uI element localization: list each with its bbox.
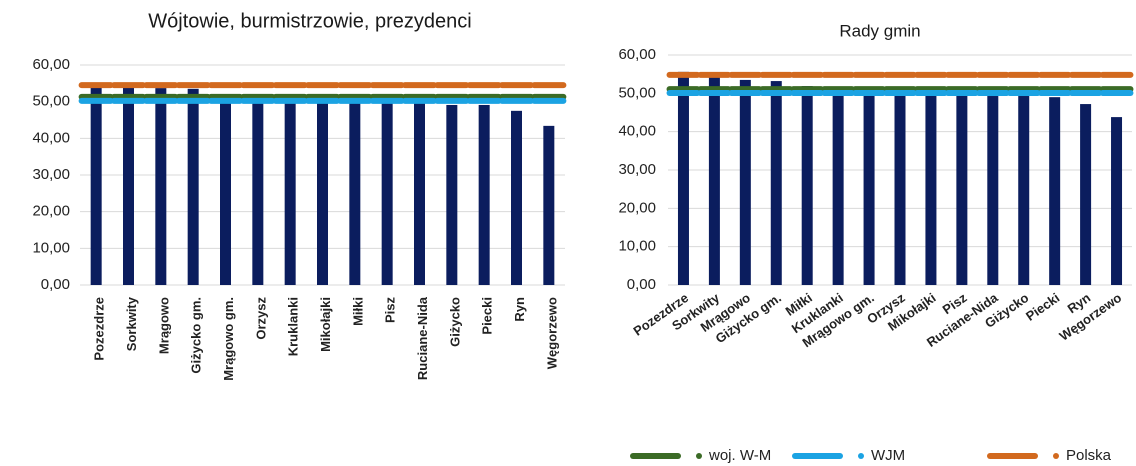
legend-label: Polska: [1066, 447, 1112, 464]
bar: [1049, 97, 1061, 286]
bar: [123, 85, 134, 286]
x-tick-label: Ruciane-Nida: [415, 296, 430, 380]
bar: [801, 86, 813, 285]
x-tick-label: Giżycko gm.: [189, 297, 204, 374]
legend-dot: [1053, 453, 1059, 459]
bar: [414, 100, 425, 285]
x-tick-label: Mrągowo gm.: [221, 297, 236, 381]
x-tick-label: Mrągowo: [156, 297, 171, 354]
y-tick-label: 30,00: [32, 166, 70, 183]
x-tick-label: Kruklanki: [286, 297, 301, 356]
x-tick-label: Piecki: [480, 297, 495, 335]
y-tick-label: 0,00: [627, 276, 656, 293]
y-tick-label: 40,00: [32, 129, 70, 146]
bar: [252, 96, 264, 286]
bar: [894, 89, 906, 285]
y-tick-label: 40,00: [618, 123, 656, 140]
x-tick-label: Pisz: [383, 297, 398, 324]
x-tick-label: Piecki: [1023, 290, 1062, 324]
bar: [511, 110, 522, 285]
bar: [708, 74, 720, 285]
bar: [90, 82, 102, 285]
bar: [832, 86, 844, 285]
y-tick-label: 20,00: [618, 199, 656, 216]
bar: [739, 79, 751, 286]
bar: [956, 91, 968, 286]
y-tick-label: 10,00: [32, 239, 70, 256]
bar: [677, 71, 689, 285]
bar: [349, 98, 361, 285]
y-tick-label: 50,00: [618, 84, 656, 101]
bar: [863, 87, 875, 285]
bar: [187, 88, 199, 285]
bar: [770, 81, 782, 285]
bar: [1111, 117, 1123, 285]
chart-title: Rady gmin: [839, 21, 920, 40]
y-tick-label: 0,00: [41, 276, 70, 293]
x-tick-label: Orzysz: [253, 297, 268, 340]
bar: [987, 96, 999, 286]
x-tick-label: Węgorzewo: [544, 297, 559, 369]
bar: [220, 95, 231, 285]
bar: [381, 98, 393, 285]
x-tick-label: Węgorzewo: [1056, 290, 1124, 344]
y-tick-label: 30,00: [618, 161, 656, 178]
x-tick-label: Miłki: [350, 297, 365, 326]
bar: [446, 104, 458, 285]
x-tick-label: Pozezdrze: [92, 297, 107, 361]
legend-dot: [858, 453, 864, 459]
chart-title: Wójtowie, burmistrzowie, prezydenci: [148, 10, 471, 32]
bar: [925, 89, 937, 285]
y-tick-label: 60,00: [32, 56, 70, 73]
legend-label: woj. W-M: [708, 447, 771, 464]
bar: [284, 96, 296, 286]
y-tick-label: 50,00: [32, 93, 70, 110]
legend-label: WJM: [871, 447, 905, 464]
bar: [543, 125, 555, 285]
bar: [317, 96, 328, 286]
y-tick-label: 60,00: [618, 46, 656, 63]
x-tick-label: Ryn: [512, 297, 527, 322]
x-tick-label: Giżycko: [447, 297, 462, 347]
y-tick-label: 10,00: [618, 238, 656, 255]
bar: [1080, 104, 1092, 285]
bar: [1018, 96, 1030, 286]
x-tick-label: Mikołajki: [318, 297, 333, 352]
bar: [478, 104, 490, 285]
x-tick-label: Sorkwity: [124, 296, 139, 351]
bar: [155, 88, 167, 285]
y-tick-label: 20,00: [32, 203, 70, 220]
legend-dot: [696, 453, 702, 459]
